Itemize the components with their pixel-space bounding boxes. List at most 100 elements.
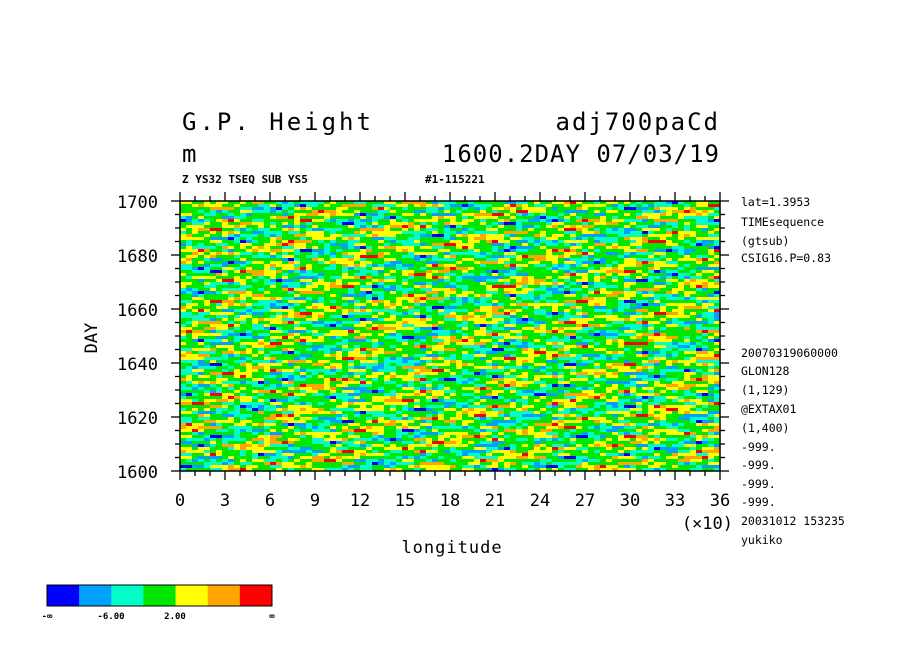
heatmap-cell (444, 243, 451, 247)
heatmap-cell (294, 228, 301, 232)
heatmap-cell (246, 270, 253, 274)
heatmap-cell (654, 345, 661, 349)
heatmap-cell (402, 297, 409, 301)
heatmap-cell (660, 219, 667, 223)
heatmap-cell (654, 312, 661, 316)
heatmap-cell (306, 252, 313, 256)
heatmap-cell (210, 363, 217, 367)
heatmap-cell (666, 282, 673, 286)
heatmap-cell (708, 339, 715, 343)
heatmap-cell (714, 327, 721, 331)
heatmap-cell (342, 363, 349, 367)
heatmap-cell (534, 294, 541, 298)
heatmap-cell (246, 342, 253, 346)
heatmap-cell (186, 342, 193, 346)
heatmap-cell (546, 363, 553, 367)
heatmap-cell (384, 321, 391, 325)
heatmap-cell (354, 213, 361, 217)
heatmap-cell (414, 324, 421, 328)
heatmap-cell (492, 285, 499, 289)
heatmap-cell (588, 258, 595, 262)
heatmap-cell (252, 321, 259, 325)
heatmap-cell (678, 204, 685, 208)
heatmap-cell (438, 210, 445, 214)
heatmap-cell (474, 306, 481, 310)
heatmap-cell (210, 201, 217, 205)
heatmap-cell (210, 297, 217, 301)
heatmap-cell (294, 339, 301, 343)
heatmap-cell (366, 204, 373, 208)
heatmap-cell (456, 225, 463, 229)
heatmap-cell (270, 330, 277, 334)
heatmap-cell (204, 324, 211, 328)
heatmap-cell (270, 270, 277, 274)
heatmap-cell (618, 240, 625, 244)
heatmap-cell (510, 234, 517, 238)
heatmap-cell (702, 204, 709, 208)
heatmap-cell (198, 261, 205, 265)
heatmap-cell (636, 297, 643, 301)
heatmap-cell (642, 327, 649, 331)
heatmap-cell (558, 234, 565, 238)
heatmap-cell (306, 297, 313, 301)
heatmap-cell (216, 327, 223, 331)
heatmap-cell (312, 267, 319, 271)
heatmap-cell (528, 294, 535, 298)
heatmap-cell (348, 339, 355, 343)
heatmap-cell (600, 213, 607, 217)
heatmap-cell (378, 312, 385, 316)
heatmap-cell (348, 333, 355, 337)
heatmap-cell (198, 348, 205, 352)
heatmap-cell (582, 231, 589, 235)
heatmap-cell (216, 330, 223, 334)
heatmap-cell (462, 324, 469, 328)
heatmap-cell (234, 342, 241, 346)
heatmap-cell (342, 342, 349, 346)
heatmap-cell (294, 288, 301, 292)
heatmap-cell (300, 348, 307, 352)
heatmap-cell (480, 276, 487, 280)
heatmap-cell (216, 285, 223, 289)
heatmap-cell (426, 309, 433, 313)
heatmap-cell (462, 246, 469, 250)
heatmap-cell (672, 327, 679, 331)
heatmap-cell (336, 306, 343, 310)
heatmap-cell (582, 204, 589, 208)
heatmap-cell (270, 348, 277, 352)
heatmap-cell (348, 351, 355, 355)
heatmap-cell (540, 258, 547, 262)
heatmap-cell (618, 363, 625, 367)
heatmap-cell (696, 360, 703, 364)
heatmap-cell (282, 231, 289, 235)
heatmap-cell (330, 351, 337, 355)
heatmap-cell (480, 312, 487, 316)
heatmap-cell (372, 354, 379, 358)
heatmap-cell (342, 231, 349, 235)
heatmap-cell (468, 327, 475, 331)
heatmap-cell (306, 213, 313, 217)
heatmap-cell (426, 294, 433, 298)
heatmap-cell (264, 288, 271, 292)
heatmap-cell (696, 231, 703, 235)
heatmap-cell (252, 297, 259, 301)
heatmap-cell (474, 204, 481, 208)
heatmap-cell (264, 285, 271, 289)
heatmap-cell (588, 234, 595, 238)
heatmap-cell (198, 312, 205, 316)
heatmap-cell (492, 318, 499, 322)
heatmap-cell (678, 255, 685, 259)
heatmap-cell (654, 282, 661, 286)
heatmap-cell (246, 309, 253, 313)
heatmap-cell (258, 354, 265, 358)
heatmap-cell (522, 273, 529, 277)
heatmap-cell (192, 333, 199, 337)
heatmap-cell (288, 213, 295, 217)
heatmap-cell (312, 234, 319, 238)
heatmap-cell (438, 219, 445, 223)
heatmap-cell (714, 348, 721, 352)
heatmap-cell (552, 342, 559, 346)
heatmap-cell (534, 225, 541, 229)
heatmap-cell (408, 237, 415, 241)
heatmap-cell (624, 243, 631, 247)
heatmap-cell (312, 321, 319, 325)
